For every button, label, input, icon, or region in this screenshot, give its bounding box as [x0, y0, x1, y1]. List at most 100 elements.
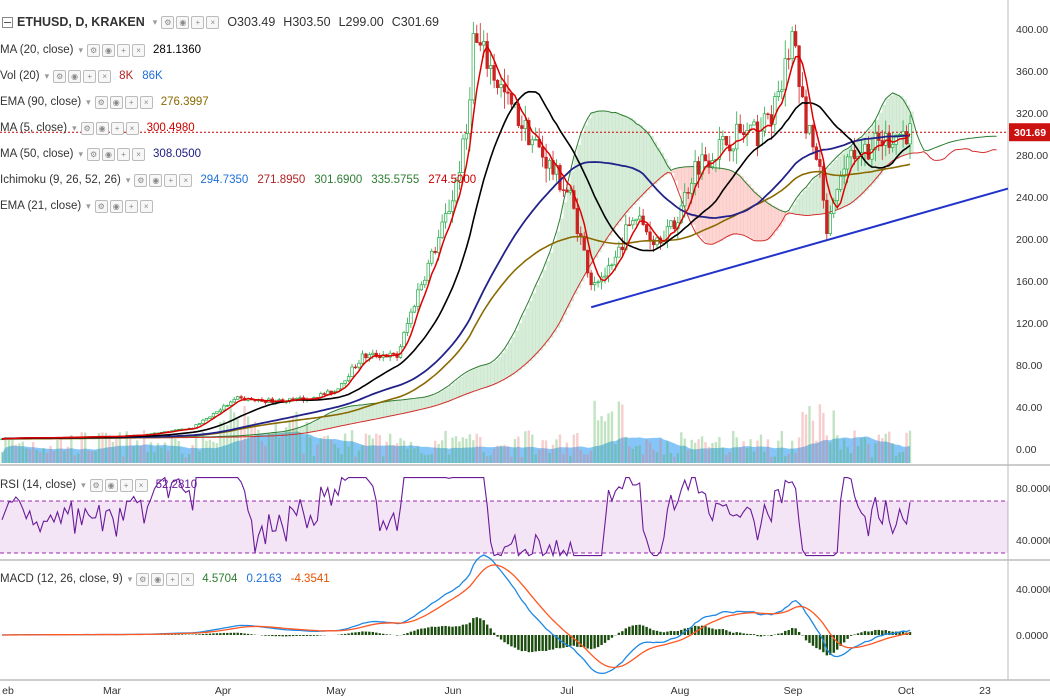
volume-bar [444, 430, 447, 463]
legend-buttons[interactable]: ⚙ ◉ + × [94, 199, 153, 213]
chevron-down-icon[interactable]: ▾ [78, 148, 84, 159]
macd-histogram-bar [465, 624, 468, 635]
price-tick-label: 400.00 [1016, 24, 1048, 36]
chevron-down-icon[interactable]: ▾ [127, 573, 133, 584]
ichimoku-cloud-segment [892, 92, 897, 161]
candle-body [495, 79, 500, 89]
volume-bar [842, 439, 846, 463]
visibility-icon[interactable]: ◉ [109, 95, 123, 109]
add-icon[interactable]: + [119, 478, 133, 492]
settings-icon[interactable]: ⚙ [87, 147, 101, 161]
macd-histogram-bar [635, 624, 638, 635]
settings-icon[interactable]: ⚙ [134, 173, 148, 187]
legend-row-ema21[interactable]: EMA (21, close) ▾ ⚙ ◉ + × [0, 196, 161, 216]
legend-buttons[interactable]: ⚙ ◉ + × [134, 173, 193, 187]
ichimoku-cloud-segment [816, 175, 821, 215]
volume-bar [350, 430, 354, 463]
legend-row-macd[interactable]: MACD (12, 26, close, 9) ▾ ⚙ ◉ + × 4.5704 0.2163… [0, 569, 339, 589]
legend-buttons[interactable]: ⚙ ◉ + × [94, 95, 153, 109]
settings-icon[interactable]: ⚙ [94, 199, 108, 213]
settings-icon[interactable]: ⚙ [161, 15, 175, 29]
visibility-icon[interactable]: ◉ [104, 478, 118, 492]
visibility-icon[interactable]: ◉ [149, 173, 163, 187]
macd-histogram-bar [472, 618, 475, 635]
add-icon[interactable]: + [166, 572, 180, 586]
macd-histogram-bar [219, 633, 222, 635]
settings-icon[interactable]: ⚙ [89, 478, 103, 492]
legend-buttons[interactable]: ⚙ ◉ + × [53, 69, 112, 83]
candle-body [437, 237, 441, 253]
legend-row-ichimoku[interactable]: Ichimoku (9, 26, 52, 26) ▾ ⚙ ◉ + × 294.7350 271… [0, 170, 485, 190]
candle-body [236, 396, 240, 400]
add-icon[interactable]: + [191, 15, 205, 29]
legend-row-ma50[interactable]: MA (50, close) ▾ ⚙ ◉ + × 308.0500 [0, 144, 210, 164]
close-icon[interactable]: × [179, 173, 193, 187]
chevron-down-icon[interactable]: ▾ [86, 96, 91, 107]
collapse-icon[interactable] [2, 16, 13, 28]
legend-buttons[interactable]: ⚙ ◉ + × [89, 478, 148, 492]
settings-icon[interactable]: ⚙ [87, 43, 101, 57]
visibility-icon[interactable]: ◉ [68, 69, 82, 83]
visibility-icon[interactable]: ◉ [151, 572, 165, 586]
settings-icon[interactable]: ⚙ [80, 121, 94, 135]
visibility-icon[interactable]: ◉ [176, 15, 190, 29]
add-icon[interactable]: + [110, 121, 124, 135]
legend-buttons[interactable]: ⚙ ◉ + × [87, 147, 146, 161]
close-icon[interactable]: × [125, 121, 139, 135]
x-tick-label: Jun [445, 685, 462, 697]
chevron-down-icon[interactable]: ▾ [152, 16, 158, 27]
close-icon[interactable]: × [132, 147, 146, 161]
chevron-down-icon[interactable]: ▾ [86, 200, 91, 211]
visibility-icon[interactable]: ◉ [102, 43, 116, 57]
add-icon[interactable]: + [124, 199, 138, 213]
chevron-down-icon[interactable]: ▾ [81, 479, 86, 490]
add-icon[interactable]: + [83, 69, 97, 83]
legend-row-ma20[interactable]: MA (20, close) ▾ ⚙ ◉ + × 281.1360 [0, 40, 210, 60]
close-icon[interactable]: × [134, 478, 148, 492]
settings-icon[interactable]: ⚙ [136, 572, 150, 586]
legend-buttons[interactable]: ⚙ ◉ + × [80, 121, 139, 135]
chevron-down-icon[interactable]: ▾ [125, 174, 131, 185]
ichimoku-cloud-segment [404, 399, 408, 414]
close-icon[interactable]: × [98, 69, 112, 83]
legend-row-vol20[interactable]: Vol (20) ▾ ⚙ ◉ + × 8K 86K [0, 66, 172, 86]
volume-bar [635, 446, 638, 463]
volume-bar [891, 443, 894, 463]
close-icon[interactable]: × [181, 572, 195, 586]
macd-histogram-bar [520, 635, 524, 652]
ichimoku-cloud-segment [861, 136, 866, 195]
candle-body [793, 31, 798, 47]
legend-buttons[interactable]: ⚙ ◉ + × [136, 572, 195, 586]
add-icon[interactable]: + [117, 43, 131, 57]
legend-buttons[interactable]: ⚙ ◉ + × [161, 15, 220, 29]
volume-bar [738, 447, 742, 463]
close-icon[interactable]: × [132, 43, 146, 57]
add-icon[interactable]: + [124, 95, 138, 109]
legend-row-ma5[interactable]: MA (5, close) ▾ ⚙ ◉ + × 300.4980 [0, 118, 204, 138]
volume-bar [87, 450, 90, 463]
settings-icon[interactable]: ⚙ [53, 69, 67, 83]
legend-buttons[interactable]: ⚙ ◉ + × [87, 43, 146, 57]
macd-histogram-bar [811, 635, 815, 646]
legend-row-rsi[interactable]: RSI (14, close) ▾ ⚙ ◉ + × 52.2810 [0, 475, 206, 495]
add-icon[interactable]: + [117, 147, 131, 161]
add-icon[interactable]: + [164, 173, 178, 187]
close-icon[interactable]: × [139, 95, 153, 109]
visibility-icon[interactable]: ◉ [109, 199, 123, 213]
ichimoku-cloud-segment [747, 184, 751, 237]
volume-bar [323, 436, 326, 463]
candle-body [263, 401, 268, 403]
chevron-down-icon[interactable]: ▾ [72, 122, 77, 133]
chevron-down-icon[interactable]: ▾ [44, 70, 50, 81]
chevron-down-icon[interactable]: ▾ [78, 44, 84, 55]
close-icon[interactable]: × [139, 199, 153, 213]
symbol-header[interactable]: ETHUSD, D, KRAKEN ▾ ⚙ ◉ + × O303.49 H303.50 L299… [0, 12, 447, 32]
ichimoku-cloud-segment [657, 147, 661, 181]
volume-bar [728, 451, 731, 463]
macd-histogram-bar [357, 632, 361, 635]
legend-row-ema90[interactable]: EMA (90, close) ▾ ⚙ ◉ + × 276.3997 [0, 92, 218, 112]
close-icon[interactable]: × [206, 15, 220, 29]
settings-icon[interactable]: ⚙ [94, 95, 108, 109]
visibility-icon[interactable]: ◉ [102, 147, 116, 161]
visibility-icon[interactable]: ◉ [95, 121, 109, 135]
